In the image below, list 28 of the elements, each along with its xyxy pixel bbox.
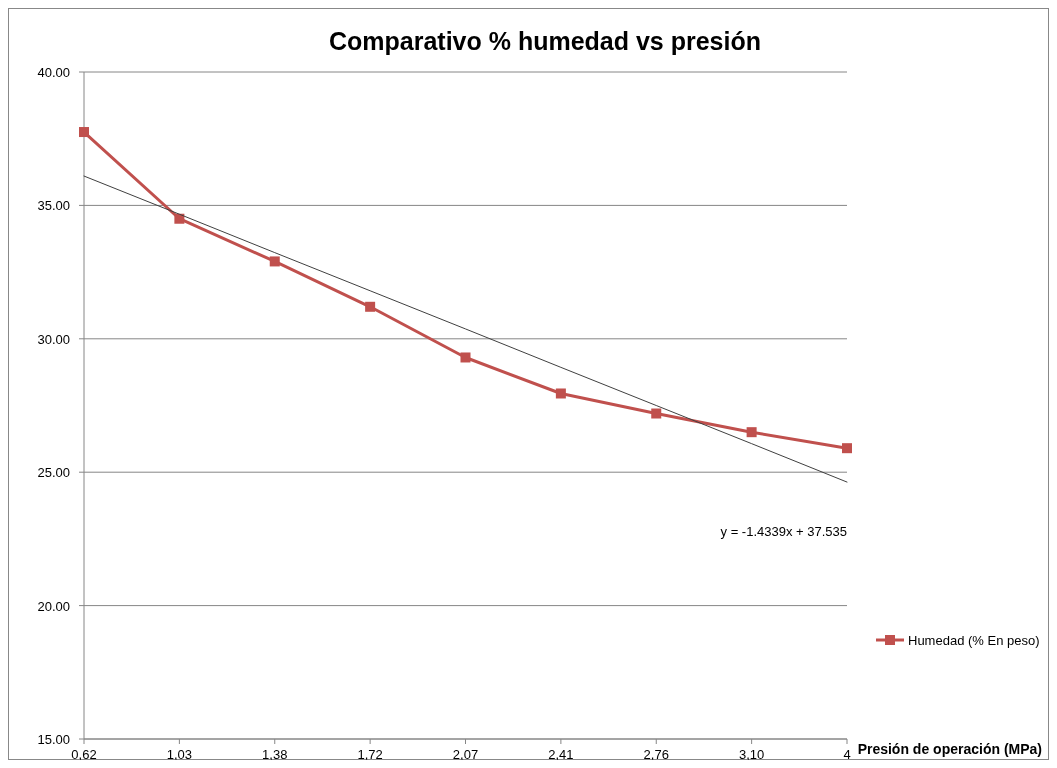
y-tick-label: 20.00: [37, 598, 70, 614]
point: [460, 352, 471, 363]
y-tick-label: 30.00: [37, 331, 70, 347]
point: [651, 408, 662, 419]
point: [365, 301, 376, 312]
point: [555, 388, 566, 399]
point: [174, 213, 185, 224]
y-tick-label: 40.00: [37, 65, 70, 80]
x-tick-label: 1,72: [357, 747, 383, 762]
annotation: y = -1.4339x + 37.535: [720, 524, 847, 540]
x-tick-label: 2,41: [548, 747, 574, 762]
y-tick-label: 25.00: [37, 465, 70, 481]
x-tick-label: 4: [843, 747, 851, 762]
x-tick-label: 2,76: [643, 747, 669, 762]
y-tick-label: 35.00: [37, 198, 70, 214]
legend-label: Humedad (% En peso): [908, 633, 1040, 648]
point: [79, 127, 89, 138]
point: [842, 443, 852, 454]
point: [746, 427, 757, 438]
x-axis-title: Presión de operación (MPa): [857, 741, 1042, 757]
x-tick-label: 1,03: [166, 747, 193, 762]
x-tick-label: 0,62: [71, 747, 97, 762]
x-tick-label: 2,07: [452, 747, 479, 762]
point: [269, 256, 280, 267]
y-tick-label: 15.00: [37, 732, 70, 747]
chart-title: Comparativo % humedad vs presión: [328, 27, 762, 55]
x-tick-label: 3,10: [738, 747, 765, 762]
x-tick-label: 1,38: [262, 747, 288, 762]
